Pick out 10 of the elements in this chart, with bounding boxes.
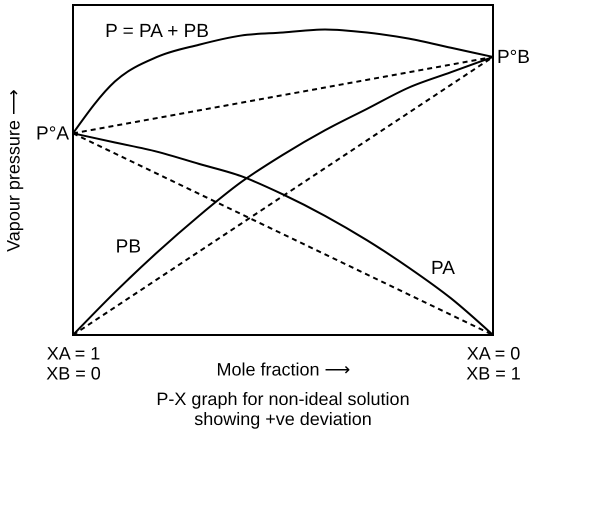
- text: P°A: [36, 123, 70, 144]
- x-tick-label: XA = 0 XB = 1: [466, 344, 521, 384]
- series-label: PB: [116, 236, 141, 258]
- text: P°B: [497, 46, 530, 68]
- text: P-X graph for non-ideal solution showing +ve deviation: [156, 389, 410, 429]
- series-label: PA: [431, 258, 456, 279]
- x-axis-title: Mole fraction ⟶: [216, 360, 351, 380]
- y-axis-title: Vapour pressure ⟶: [4, 89, 24, 252]
- x-tick-label: XA = 1 XB = 0: [46, 344, 101, 384]
- series-label: P = PA + PB: [105, 20, 209, 42]
